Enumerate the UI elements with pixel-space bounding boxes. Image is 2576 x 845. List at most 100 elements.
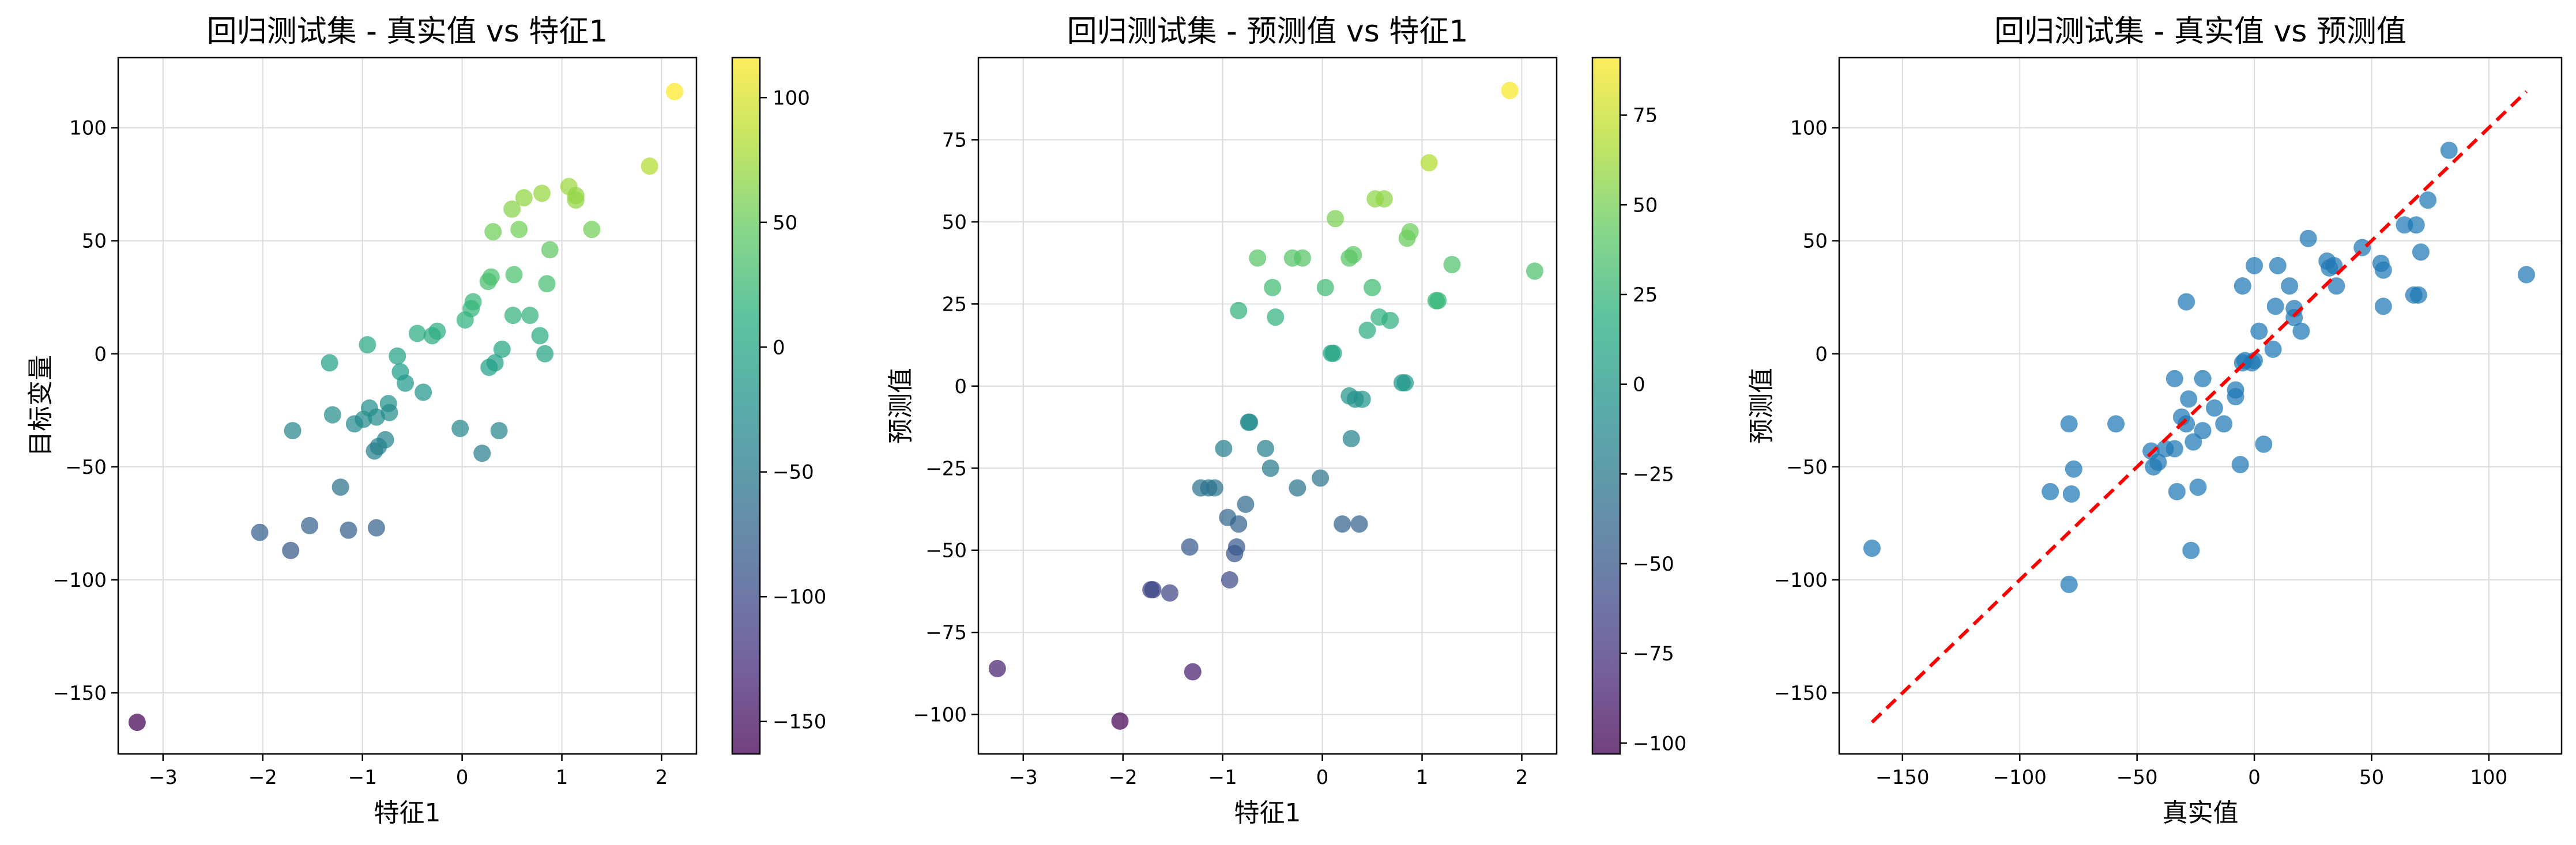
y-axis-label: 目标变量 xyxy=(26,355,55,457)
data-point xyxy=(2060,415,2078,433)
y-tick-label: −75 xyxy=(925,621,967,644)
axes-frame xyxy=(117,56,698,755)
y-tick-label: −150 xyxy=(1774,682,1828,705)
x-tick-label: −50 xyxy=(2116,766,2158,789)
data-point xyxy=(1364,278,1381,296)
data-point xyxy=(665,82,683,100)
data-point xyxy=(408,325,426,342)
data-point xyxy=(541,241,559,259)
data-point xyxy=(505,266,523,284)
data-point xyxy=(376,431,394,448)
data-point xyxy=(2419,191,2437,209)
x-tick-label: −2 xyxy=(1109,766,1138,789)
y-tick-label: −50 xyxy=(925,540,967,563)
x-tick-label: 2 xyxy=(656,766,668,789)
data-point xyxy=(503,200,521,218)
data-point xyxy=(2255,435,2273,453)
data-point xyxy=(1249,249,1267,267)
data-point xyxy=(1261,459,1279,477)
y-tick-label: −25 xyxy=(925,457,967,480)
data-point xyxy=(2107,415,2125,433)
y-tick-label: 0 xyxy=(1815,343,1828,366)
x-tick-label: −3 xyxy=(1009,766,1038,789)
data-point xyxy=(1353,390,1371,408)
data-point xyxy=(1345,246,1362,263)
data-point xyxy=(323,406,341,424)
y-tick-label: −50 xyxy=(1786,456,1828,479)
data-point xyxy=(1144,581,1162,599)
data-point xyxy=(2062,485,2080,503)
data-point xyxy=(1267,308,1285,326)
x-tick-label: 0 xyxy=(456,766,469,789)
data-point xyxy=(1184,663,1202,681)
data-point xyxy=(2042,483,2059,501)
data-point xyxy=(2409,286,2427,304)
data-point xyxy=(2231,455,2249,473)
data-point xyxy=(2328,277,2345,295)
colorbar-tick-label: 0 xyxy=(1633,374,1645,397)
y-tick-label: 100 xyxy=(69,117,107,140)
data-point xyxy=(1401,223,1419,240)
data-point xyxy=(2189,478,2207,496)
data-point xyxy=(567,187,585,205)
y-tick-label: −50 xyxy=(65,456,107,479)
data-point xyxy=(2440,141,2458,159)
data-point xyxy=(2182,542,2200,560)
data-point xyxy=(2517,266,2535,284)
data-point xyxy=(515,189,533,207)
colorbar-tick-label: 100 xyxy=(773,86,810,110)
axes-frame xyxy=(977,56,1558,755)
data-point xyxy=(486,354,504,372)
data-point xyxy=(484,223,502,240)
y-tick-label: 75 xyxy=(942,129,967,152)
data-point xyxy=(397,374,415,392)
panel-1: −3 −2 −1 0 1 2 −150 −100 −50 0 50 100 回归测试集 - 真实值 vs… xyxy=(26,14,826,828)
data-point xyxy=(1227,538,1245,556)
data-point xyxy=(1316,278,1334,296)
data-point xyxy=(533,184,551,202)
data-point xyxy=(2412,243,2430,261)
data-point xyxy=(2246,256,2264,274)
data-point xyxy=(1324,344,1342,362)
data-point xyxy=(2299,229,2317,247)
panel-3: −150 −100 −50 0 50 100 −150 −100 −50 0 50 100 回归测试集 … xyxy=(1747,14,2563,828)
data-point xyxy=(2205,399,2223,417)
colorbar-tick-label: 0 xyxy=(773,336,785,359)
points-panel-2 xyxy=(988,81,1543,730)
data-point xyxy=(1429,292,1447,310)
colorbar-tick-label: −50 xyxy=(1633,553,1674,576)
x-tick-label: −1 xyxy=(348,766,377,789)
data-point xyxy=(464,293,482,311)
data-point xyxy=(428,322,446,340)
data-point xyxy=(1241,413,1259,431)
y-tick-label: 50 xyxy=(82,230,107,253)
y-tick-label: −150 xyxy=(53,682,107,705)
data-point xyxy=(2065,460,2082,478)
data-point xyxy=(1264,278,1282,296)
data-point xyxy=(1443,255,1461,273)
data-point xyxy=(2166,440,2183,458)
data-point xyxy=(1181,538,1199,556)
data-point xyxy=(128,714,146,731)
y-tick-label: 50 xyxy=(942,211,967,234)
y-tick-label: 25 xyxy=(942,293,967,316)
colorbar-gradient xyxy=(1591,56,1621,755)
data-point xyxy=(531,327,549,345)
data-point xyxy=(282,542,300,560)
chart-title: 回归测试集 - 真实值 vs 特征1 xyxy=(207,14,608,49)
data-point xyxy=(251,523,269,541)
data-point xyxy=(1206,479,1223,497)
y-tick-label: 100 xyxy=(1790,117,1828,140)
colorbar-tick-label: −100 xyxy=(773,586,826,609)
data-point xyxy=(2194,369,2212,387)
x-tick-label: −150 xyxy=(1875,766,1929,789)
data-point xyxy=(367,519,385,537)
x-tick-label: 1 xyxy=(556,766,568,789)
data-point xyxy=(521,307,539,325)
data-point xyxy=(415,383,432,401)
data-point xyxy=(583,221,601,239)
x-tick-label: −1 xyxy=(1208,766,1237,789)
x-tick-label: −3 xyxy=(149,766,178,789)
y-tick-label: 50 xyxy=(1803,230,1828,253)
data-point xyxy=(2166,369,2183,387)
